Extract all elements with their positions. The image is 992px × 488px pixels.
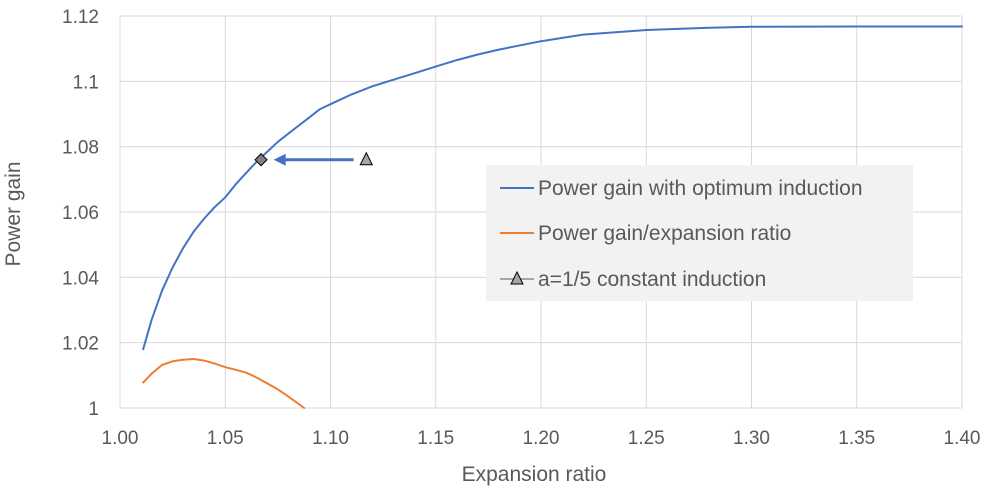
y-tick-labels: 1 1.02 1.04 1.06 1.08 1.1 1.12: [62, 7, 99, 420]
x-tick-label: 1.20: [523, 428, 560, 449]
y-tick-label: 1.1: [73, 72, 99, 93]
x-tick-label: 1.15: [417, 428, 454, 449]
y-tick-label: 1.06: [62, 203, 99, 224]
y-tick-label: 1.08: [62, 138, 99, 159]
axes: [119, 16, 962, 409]
y-tick-label: 1: [88, 399, 99, 420]
x-tick-label: 1.05: [207, 428, 244, 449]
x-tick-label: 1.10: [312, 428, 349, 449]
plot-area: [142, 25, 963, 409]
y-tick-label: 1.12: [62, 7, 99, 28]
legend-label-optimum: Power gain with optimum induction: [538, 177, 863, 200]
legend-triangle-marker: [510, 270, 524, 285]
x-tick-label: 1.00: [102, 428, 139, 449]
y-tick-label: 1.02: [62, 334, 99, 355]
arrow-head: [273, 153, 286, 166]
y-tick-label: 1.04: [62, 268, 99, 289]
legend-box: [486, 165, 913, 301]
series-line-gain-ratio: [142, 358, 306, 409]
legend-label-ratio: Power gain/expansion ratio: [538, 222, 791, 245]
x-tick-label: 1.40: [944, 428, 981, 449]
annotations: [254, 153, 354, 167]
x-tick-labels: 1.00 1.05 1.10 1.15 1.20 1.25 1.30 1.35 1.40: [102, 428, 981, 449]
legend-label-constant: a=1/5 constant induction: [538, 268, 766, 291]
legend: Power gain with optimum induction Power …: [486, 165, 913, 301]
diamond-marker: [254, 153, 268, 167]
data-point-constant-induction: [359, 151, 374, 166]
series-line-optimum-induction: [142, 25, 963, 351]
x-tick-label: 1.35: [838, 428, 875, 449]
x-tick-label: 1.25: [628, 428, 665, 449]
y-axis-title: Power gain: [2, 161, 25, 266]
x-tick-label: 1.30: [733, 428, 770, 449]
x-axis-title: Expansion ratio: [462, 463, 607, 486]
